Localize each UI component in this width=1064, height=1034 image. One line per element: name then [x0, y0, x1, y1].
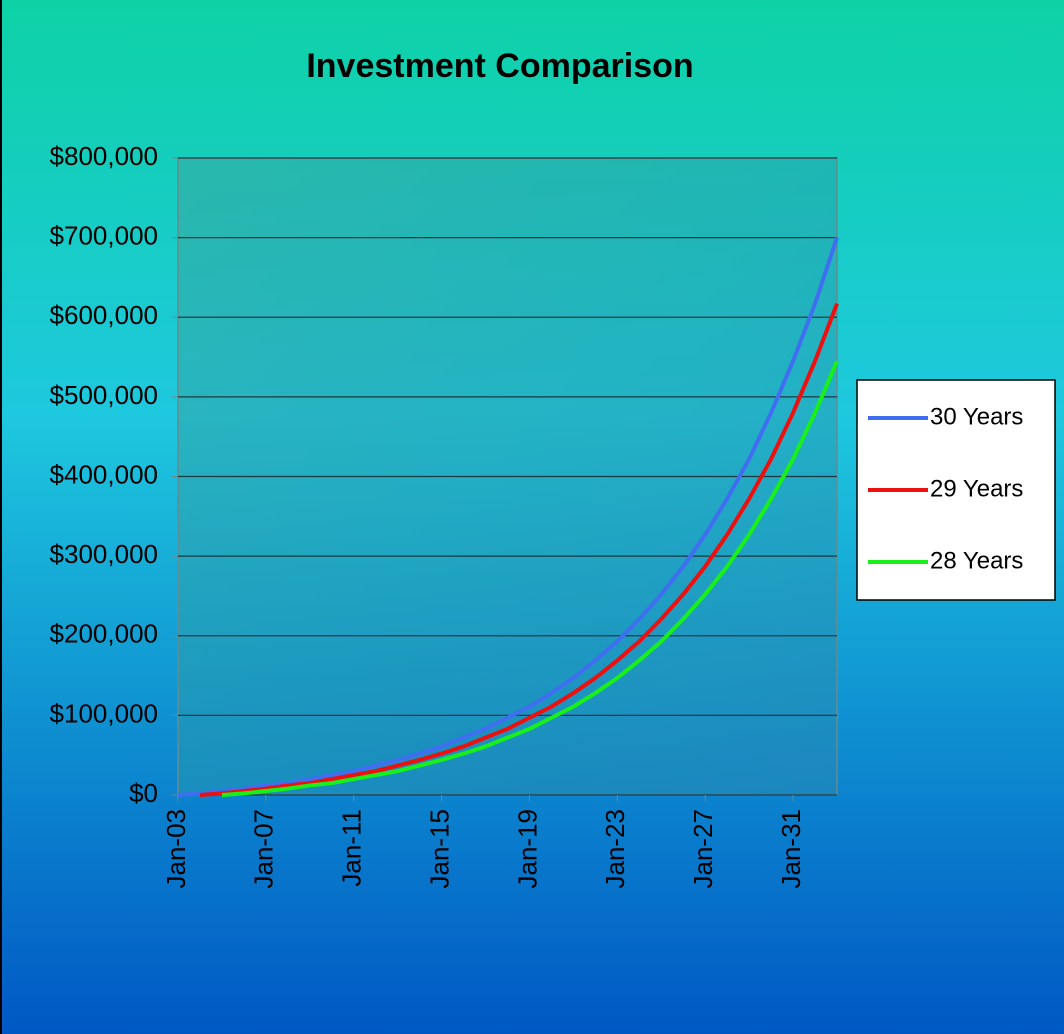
x-tick-label: Jan-11 — [337, 809, 367, 887]
chart: Investment Comparison $0 $100,000 $200,000… — [0, 0, 1064, 1034]
x-tick-label: Jan-31 — [776, 809, 806, 889]
y-tick-label: $600,000 — [50, 300, 158, 330]
legend-label: 30 Years — [930, 403, 1023, 430]
x-tick-label: Jan-19 — [512, 809, 542, 889]
y-tick-label: $0 — [129, 778, 158, 808]
x-tick-label: Jan-07 — [249, 809, 279, 889]
y-tick-label: $200,000 — [50, 619, 158, 649]
y-tick-label: $400,000 — [50, 459, 158, 489]
y-tick-label: $800,000 — [50, 141, 158, 171]
y-tick-label: $500,000 — [50, 380, 158, 410]
x-tick-label: Jan-23 — [600, 809, 630, 889]
y-tick-label: $100,000 — [50, 698, 158, 728]
x-tick-label: Jan-15 — [424, 809, 454, 889]
y-tick-label: $300,000 — [50, 539, 158, 569]
chart-title: Investment Comparison — [306, 47, 693, 85]
y-tick-label: $700,000 — [50, 221, 158, 251]
legend-label: 28 Years — [930, 547, 1023, 574]
legend-label: 29 Years — [930, 475, 1023, 502]
x-tick-label: Jan-27 — [688, 809, 718, 889]
x-tick-label: Jan-03 — [161, 809, 191, 889]
